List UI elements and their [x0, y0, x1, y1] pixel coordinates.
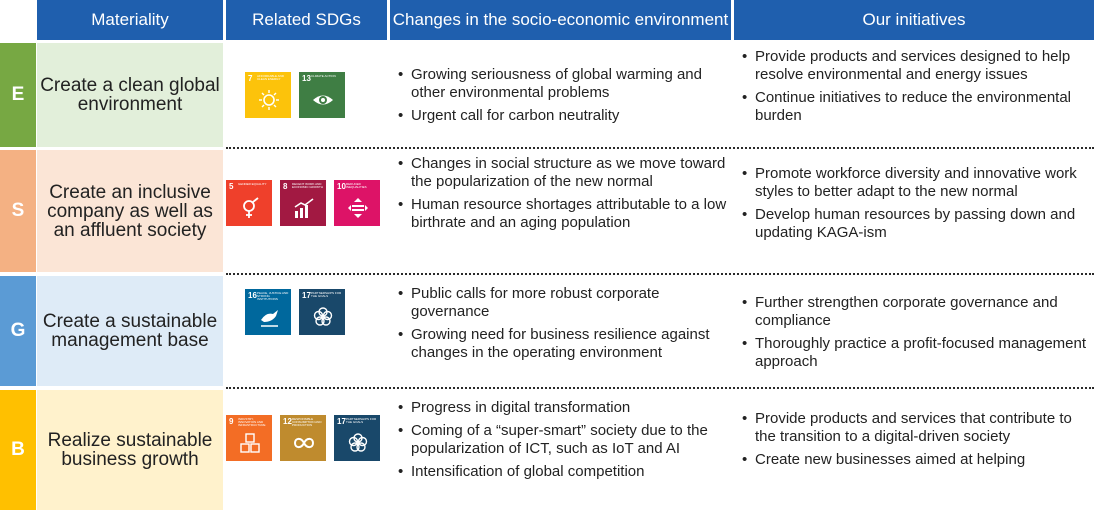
cubes-icon [240, 433, 260, 453]
list-item: Develop human resources by passing down … [740, 206, 1090, 242]
list-item: Public calls for more robust corporate g… [396, 285, 730, 321]
gender-icon [243, 197, 259, 218]
row-divider [226, 147, 1094, 149]
sdg-8-tile: 8 DECENT WORK AND ECONOMIC GROWTH [280, 180, 326, 226]
sdg-10-tile: 10 REDUCED INEQUALITIES [334, 180, 380, 226]
infinity-icon [293, 437, 315, 449]
list-item: Human resource shortages attributable to… [396, 196, 730, 232]
row-letter-g: G [0, 276, 36, 386]
changes-s: Changes in social structure as we move t… [396, 155, 730, 237]
list-item: Thoroughly practice a profit-focused man… [740, 335, 1090, 371]
changes-g: Public calls for more robust corporate g… [396, 285, 730, 367]
initiatives-b: Provide products and services that contr… [740, 410, 1090, 474]
sdg-5-tile: 5 GENDER EQUALITY [226, 180, 272, 226]
materiality-s: Create an inclusive company as well as a… [37, 150, 223, 272]
dove-icon [261, 310, 278, 327]
sdg-13-tile: 13 CLIMATE ACTION [299, 72, 345, 118]
list-item: Urgent call for carbon neutrality [396, 107, 730, 125]
list-item: Further strengthen corporate governance … [740, 294, 1090, 330]
initiatives-g: Further strengthen corporate governance … [740, 294, 1090, 376]
changes-e: Growing seriousness of global warming an… [396, 66, 730, 130]
row-letter-e: E [0, 43, 36, 147]
list-item: Growing need for business resilience aga… [396, 326, 730, 362]
row-letter-b: B [0, 390, 36, 510]
flower-rings-icon [348, 433, 368, 452]
sdg-17-tile: 17 PARTNERSHIPS FOR THE GOALS [334, 415, 380, 461]
initiatives-e: Provide products and services designed t… [740, 48, 1090, 130]
sdg-7-tile: 7 AFFORDABLE AND CLEAN ENERGY [245, 72, 291, 118]
sdg-17-tile: 17 PARTNERSHIPS FOR THE GOALS [299, 289, 345, 335]
list-item: Promote workforce diversity and innovati… [740, 165, 1090, 201]
header-related-sdgs: Related SDGs [226, 0, 387, 40]
header-initiatives: Our initiatives [734, 0, 1094, 40]
list-item: Coming of a “super-smart” society due to… [396, 422, 730, 458]
sdg-16-tile: 16 PEACE, JUSTICE AND STRONG INSTITUTIONS [245, 289, 291, 335]
list-item: Intensification of global competition [396, 463, 730, 481]
sun-icon [259, 90, 279, 110]
list-item: Provide products and services designed t… [740, 48, 1090, 84]
list-item: Changes in social structure as we move t… [396, 155, 730, 191]
sdg-9-tile: 9 INDUSTRY, INNOVATION AND INFRASTRUCTURE [226, 415, 272, 461]
row-divider [226, 273, 1094, 275]
eye-globe-icon [313, 95, 333, 105]
list-item: Create new businesses aimed at helping [740, 451, 1090, 469]
list-item: Continue initiatives to reduce the envir… [740, 89, 1090, 125]
materiality-e: Create a clean global environment [37, 43, 223, 147]
row-divider [226, 387, 1094, 389]
header-changes: Changes in the socio-economic environmen… [390, 0, 731, 40]
initiatives-s: Promote workforce diversity and innovati… [740, 165, 1090, 247]
growth-chart-icon [294, 198, 314, 218]
materiality-b: Realize sustainable business growth [37, 390, 223, 510]
row-letter-s: S [0, 150, 36, 272]
flower-rings-icon [313, 307, 333, 326]
list-item: Progress in digital transformation [396, 399, 730, 417]
list-item: Provide products and services that contr… [740, 410, 1090, 446]
changes-b: Progress in digital transformation Coming… [396, 399, 730, 486]
equality-icon [348, 198, 368, 218]
header-materiality: Materiality [37, 0, 223, 40]
list-item: Growing seriousness of global warming an… [396, 66, 730, 102]
materiality-g: Create a sustainable management base [37, 276, 223, 386]
sdg-12-tile: 12 RESPONSIBLE CONSUMPTION AND PRODUCTION [280, 415, 326, 461]
